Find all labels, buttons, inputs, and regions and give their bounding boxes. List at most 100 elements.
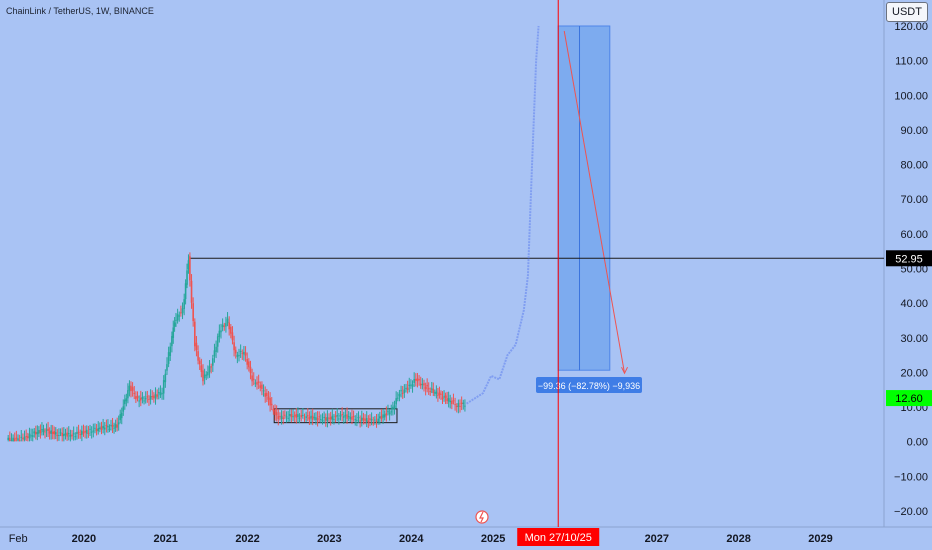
x-tick-label: 2020 [72, 533, 96, 545]
candle-body [321, 420, 324, 422]
candle-body [187, 260, 190, 270]
candle-body [210, 366, 212, 368]
candle-body [178, 315, 181, 317]
candle-body [175, 319, 177, 321]
candle-body [280, 415, 283, 419]
candle-body [71, 434, 73, 437]
candle-body [128, 385, 131, 391]
candle-body [419, 383, 422, 386]
candle-body [127, 390, 129, 399]
y-tick-label: 100.00 [894, 90, 928, 102]
y-tick-label: 90.00 [900, 125, 928, 137]
candle-body [74, 436, 77, 438]
candle-body [279, 416, 281, 418]
candle-body [223, 325, 226, 327]
y-tick-label: 20.00 [900, 367, 928, 379]
candle-body [266, 392, 268, 397]
candle-body [208, 366, 211, 373]
candle-body [103, 427, 106, 430]
candle-body [81, 430, 83, 435]
candle-body [401, 392, 404, 394]
y-tick-label: −20.00 [894, 506, 928, 518]
candle-body [136, 395, 139, 399]
candle-body [167, 352, 170, 364]
candle-body [48, 431, 51, 434]
candle-body [359, 420, 361, 422]
candle-body [143, 400, 145, 402]
candle-body [42, 429, 45, 433]
candle-body [27, 436, 29, 439]
candle-body [30, 435, 32, 437]
candle-body [221, 324, 224, 328]
candle-body [434, 392, 436, 394]
candle-body [110, 424, 112, 426]
candle-body [385, 413, 388, 416]
candle-body [349, 416, 352, 420]
candle-body [124, 399, 126, 405]
candle-body [305, 416, 307, 418]
range-box [273, 408, 398, 424]
candle-body [336, 415, 339, 417]
candle-body [418, 379, 420, 381]
x-tick-label: Feb [9, 533, 28, 545]
candle-body [13, 438, 16, 442]
candle-body [84, 430, 86, 433]
candle-body [326, 417, 329, 422]
candle-body [277, 415, 280, 420]
candle-body [114, 424, 117, 428]
candle-body [447, 398, 450, 402]
candle-body [69, 434, 72, 437]
candle-body [139, 397, 142, 401]
candle-body [323, 416, 325, 418]
candle-body [169, 346, 172, 357]
candle-body [315, 417, 317, 421]
candle-body [153, 395, 155, 399]
candle-body [38, 430, 40, 434]
event-icon[interactable] [475, 510, 489, 524]
candle-body [41, 428, 43, 430]
candle-body [383, 414, 386, 418]
candle-body [462, 402, 465, 404]
candle-body [183, 299, 185, 309]
currency-button[interactable]: USDT [886, 2, 928, 22]
candle-body [338, 418, 340, 420]
candle-body [261, 384, 263, 389]
candle-body [58, 435, 60, 437]
x-tick-label: 2025 [481, 533, 505, 545]
candle-body [241, 352, 244, 354]
candle-body [293, 415, 296, 417]
candle-body [36, 432, 39, 435]
candle-body [205, 374, 208, 376]
candle-body [408, 384, 411, 387]
candle-body [138, 400, 140, 402]
candle-body [94, 427, 96, 429]
candle-body [220, 330, 222, 333]
candle-body [172, 327, 175, 338]
candle-body [234, 349, 237, 354]
candle-body [99, 427, 101, 429]
candle-body [248, 361, 250, 368]
candle-body [288, 414, 291, 416]
candle-body [356, 419, 358, 421]
candle-body [365, 418, 368, 422]
candle-body [300, 415, 303, 418]
candle-body [200, 365, 203, 372]
candle-body [61, 432, 64, 437]
candle-body [362, 417, 365, 421]
candle-body [244, 352, 247, 356]
candle-body [306, 415, 309, 417]
candle-body [82, 431, 85, 434]
candle-body [192, 303, 194, 322]
candle-body [334, 415, 337, 418]
candle-body [438, 392, 441, 395]
candle-body [166, 364, 168, 371]
candle-body [351, 416, 353, 420]
candle-body [415, 379, 417, 381]
candle-body [31, 435, 34, 437]
candle-body [197, 351, 199, 361]
candle-body [25, 436, 27, 438]
candle-body [113, 427, 115, 429]
candle-body [451, 400, 453, 405]
x-tick-label: 2022 [235, 533, 259, 545]
